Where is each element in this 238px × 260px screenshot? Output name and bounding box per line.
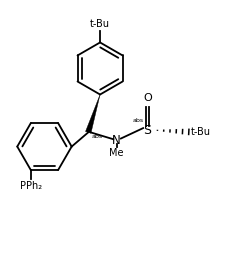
Polygon shape: [85, 94, 100, 133]
Text: abs: abs: [92, 134, 103, 139]
Text: N: N: [112, 134, 121, 147]
Text: abs: abs: [132, 118, 144, 123]
Text: t-Bu: t-Bu: [90, 20, 110, 29]
Text: Me: Me: [109, 148, 124, 158]
Text: S: S: [143, 124, 151, 136]
Text: t-Bu: t-Bu: [190, 127, 210, 137]
Text: PPh₂: PPh₂: [20, 181, 42, 191]
Text: O: O: [143, 94, 152, 103]
